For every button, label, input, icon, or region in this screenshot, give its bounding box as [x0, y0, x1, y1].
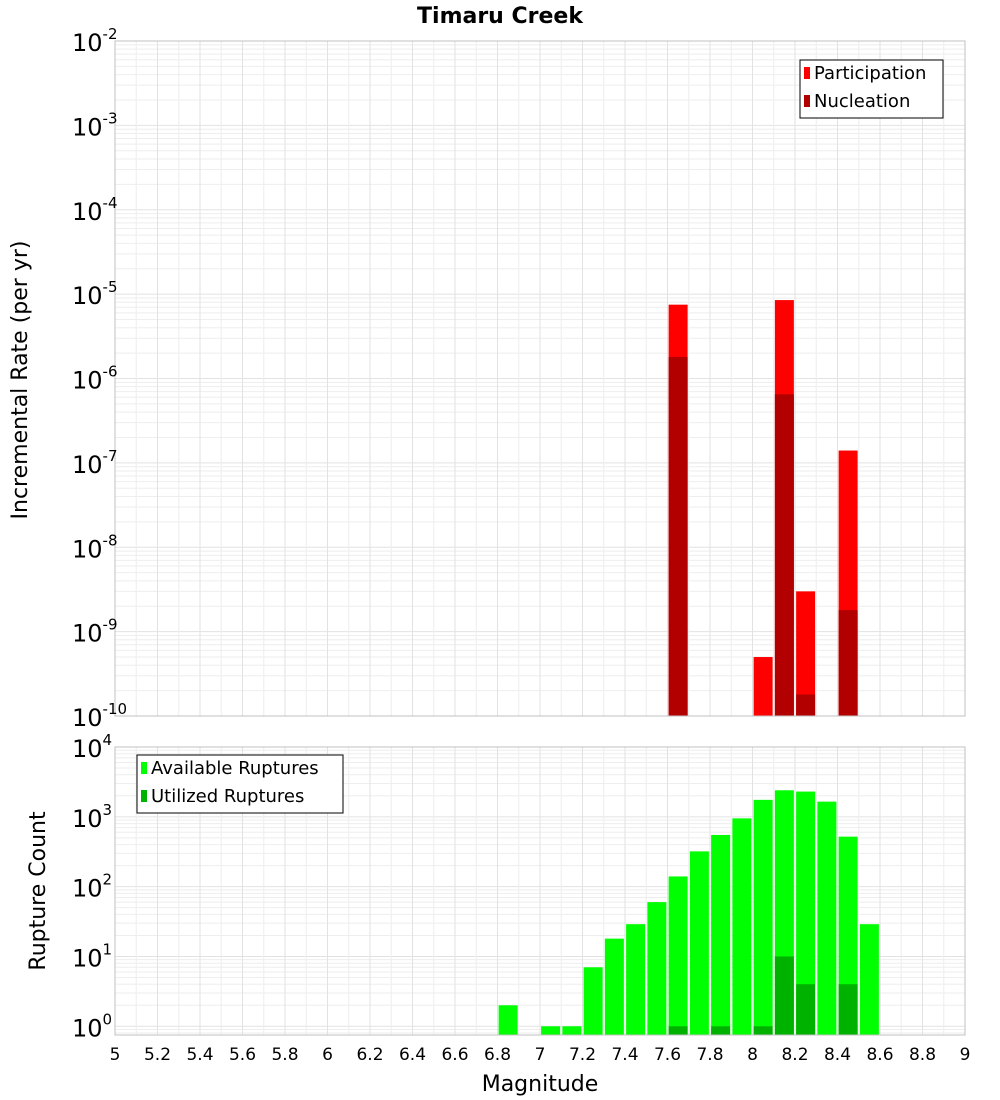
count-panel: 100 101 102 103 104 Available Ruptures Utilize…: [72, 731, 966, 1042]
series-participation: [668, 300, 858, 716]
y-tick-label: 104: [72, 731, 112, 763]
x-tick-label: 5: [110, 1045, 121, 1065]
bar: [753, 1026, 773, 1035]
bar: [796, 591, 816, 716]
x-tick-label: 6.4: [399, 1045, 426, 1065]
bar: [583, 967, 603, 1035]
x-tick-label: 6.6: [441, 1045, 468, 1065]
x-tick-label: 8.4: [824, 1045, 851, 1065]
plot-frame: [114, 40, 966, 717]
grid: [114, 41, 966, 717]
y-tick-label: 101: [72, 940, 112, 972]
bar: [796, 694, 816, 716]
bar: [604, 938, 624, 1035]
legend-label: Utilized Ruptures: [151, 786, 304, 807]
series-nucleation: [668, 356, 858, 716]
legend-swatch: [804, 67, 810, 79]
series-available-ruptures: [498, 790, 879, 1035]
x-tick-label: 5.2: [144, 1045, 171, 1065]
legend-box: [799, 59, 944, 119]
x-tick-label: 5.4: [186, 1045, 213, 1065]
bar: [796, 984, 816, 1035]
bar: [711, 1026, 731, 1035]
x-tick-label: 6.2: [356, 1045, 383, 1065]
y-tick-label: 10-10: [72, 700, 127, 732]
x-tick-label: 7: [535, 1045, 546, 1065]
bar: [498, 1005, 518, 1035]
legend-swatch: [141, 790, 147, 802]
y-tick-label: 10-5: [72, 278, 118, 310]
bar: [626, 924, 646, 1035]
chart-title: Timaru Creek: [417, 4, 584, 29]
bar: [796, 791, 816, 1035]
y-tick-label: 10-4: [72, 194, 118, 226]
legend-label: Available Ruptures: [151, 758, 319, 779]
x-tick-label: 7.6: [654, 1045, 681, 1065]
legend: Available Ruptures Utilized Ruptures: [136, 754, 344, 814]
x-axis-ticks: 5 5.2 5.4 5.6 5.8 6 6.2 6.4 6.6 6.8 7 7.2 7.4 7.6 7.8 8…: [110, 1045, 971, 1065]
legend-swatch: [804, 95, 810, 107]
y-tick-label: 10-7: [72, 447, 118, 479]
y-tick-label: 10-2: [72, 25, 118, 57]
x-tick-label: 7.2: [569, 1045, 596, 1065]
legend-label: Participation: [814, 63, 926, 84]
y-tick-label: 10-9: [72, 616, 118, 648]
bar: [838, 984, 858, 1035]
x-axis-label: Magnitude: [482, 1072, 599, 1097]
bar: [859, 924, 879, 1035]
y-tick-label: 10-8: [72, 531, 118, 563]
y-tick-label: 10-6: [72, 363, 118, 395]
y-tick-label: 100: [72, 1010, 112, 1042]
bar: [668, 876, 688, 1035]
x-tick-label: 5.8: [271, 1045, 298, 1065]
bar: [668, 1026, 688, 1035]
bar: [753, 657, 773, 716]
x-tick-label: 8.8: [909, 1045, 936, 1065]
y-tick-label: 103: [72, 801, 112, 833]
plot-frame: [114, 746, 966, 1036]
bar: [732, 818, 752, 1035]
bar: [647, 902, 667, 1035]
bar: [562, 1026, 582, 1035]
legend-label: Nucleation: [814, 91, 910, 112]
y-tick-label: 102: [72, 871, 112, 903]
x-tick-label: 6: [322, 1045, 333, 1065]
legend: Participation Nucleation: [799, 59, 944, 119]
y-axis-ticks: 100 101 102 103 104: [72, 731, 112, 1042]
x-tick-label: 5.6: [229, 1045, 256, 1065]
y-axis-label-rate: Incremental Rate (per yr): [8, 241, 33, 520]
x-tick-label: 7.4: [611, 1045, 638, 1065]
y-axis-ticks: 10-10 10-9 10-8 10-7 10-6 10-5 10-4 10-3 10-2: [72, 25, 127, 732]
bar: [668, 356, 688, 716]
legend-swatch: [141, 762, 147, 774]
bar: [774, 956, 794, 1035]
x-tick-label: 7.8: [696, 1045, 723, 1065]
rate-panel: 10-10 10-9 10-8 10-7 10-6 10-5 10-4 10-3 10-2 Par…: [72, 25, 966, 732]
x-tick-label: 6.8: [484, 1045, 511, 1065]
bar: [817, 801, 837, 1035]
bar: [689, 851, 709, 1035]
x-tick-label: 8: [747, 1045, 758, 1065]
bar: [774, 394, 794, 716]
y-axis-label-count: Rupture Count: [26, 811, 51, 971]
legend-box: [136, 754, 344, 814]
bar: [838, 610, 858, 716]
y-tick-label: 10-3: [72, 109, 118, 141]
x-tick-label: 8.6: [866, 1045, 893, 1065]
x-tick-label: 8.2: [781, 1045, 808, 1065]
x-tick-label: 9: [960, 1045, 971, 1065]
bar: [711, 834, 731, 1035]
bar: [753, 799, 773, 1035]
bar: [541, 1026, 561, 1035]
series-utilized-ruptures: [668, 956, 858, 1035]
